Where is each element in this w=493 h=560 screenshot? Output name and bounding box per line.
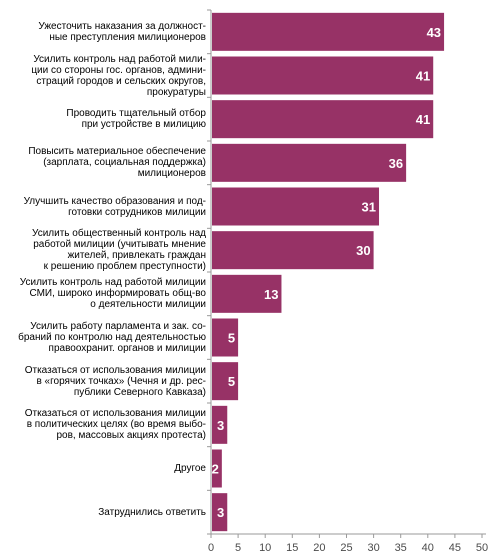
x-tick-label: 30 [367, 542, 379, 554]
value-label: 13 [264, 287, 278, 302]
bar [212, 231, 374, 270]
bar [212, 56, 434, 95]
x-tick-label: 10 [259, 542, 271, 554]
bar [212, 449, 222, 488]
category-label: Отказаться от использования милиции в по… [24, 408, 206, 442]
category-label: Усилить контроль над работой мили- ции с… [31, 53, 206, 98]
value-label: 2 [212, 462, 219, 477]
value-label: 41 [416, 69, 430, 84]
value-label: 43 [427, 25, 441, 40]
x-tick-label: 35 [395, 542, 407, 554]
value-label: 30 [356, 243, 370, 258]
category-label: Усилить общественный контроль над работо… [32, 228, 206, 273]
x-tick-label: 15 [286, 542, 298, 554]
x-tick-label: 25 [340, 542, 352, 554]
category-label: Отказаться от использования милиции в «г… [24, 364, 206, 398]
x-tick-label: 50 [476, 542, 488, 554]
category-label: Другое [174, 463, 206, 474]
value-label: 5 [228, 331, 235, 346]
value-label: 31 [362, 200, 376, 215]
category-label: Повысить материальное обеспечение (зарпл… [28, 146, 206, 180]
bar [212, 318, 239, 357]
value-label: 3 [217, 505, 224, 520]
category-label: Усилить контроль над работой милиции СМИ… [19, 277, 206, 311]
x-tick-label: 5 [235, 542, 241, 554]
category-label: Ужесточить наказания за должност- ные пр… [38, 20, 206, 43]
category-label: Затруднились ответить [98, 506, 206, 518]
value-label: 5 [228, 374, 235, 389]
category-label: Улучшить качество образования и под- гот… [23, 195, 206, 218]
value-label: 36 [389, 156, 403, 171]
x-tick-label: 0 [208, 542, 214, 554]
bar [212, 100, 434, 139]
bar [212, 12, 445, 51]
x-tick-label: 45 [449, 542, 461, 554]
bar [212, 143, 407, 182]
bar [212, 187, 380, 226]
bar [212, 274, 282, 313]
category-label: Усилить работу парламента и зак. со- бра… [18, 321, 206, 354]
bar [212, 405, 228, 444]
bar [212, 362, 239, 401]
x-tick-label: 20 [313, 542, 325, 554]
bar [212, 493, 228, 532]
x-tick-label: 40 [422, 542, 434, 554]
value-label: 41 [416, 112, 430, 127]
category-label: Проводить тщательный отбор при устройств… [66, 108, 206, 131]
value-label: 3 [217, 418, 224, 433]
